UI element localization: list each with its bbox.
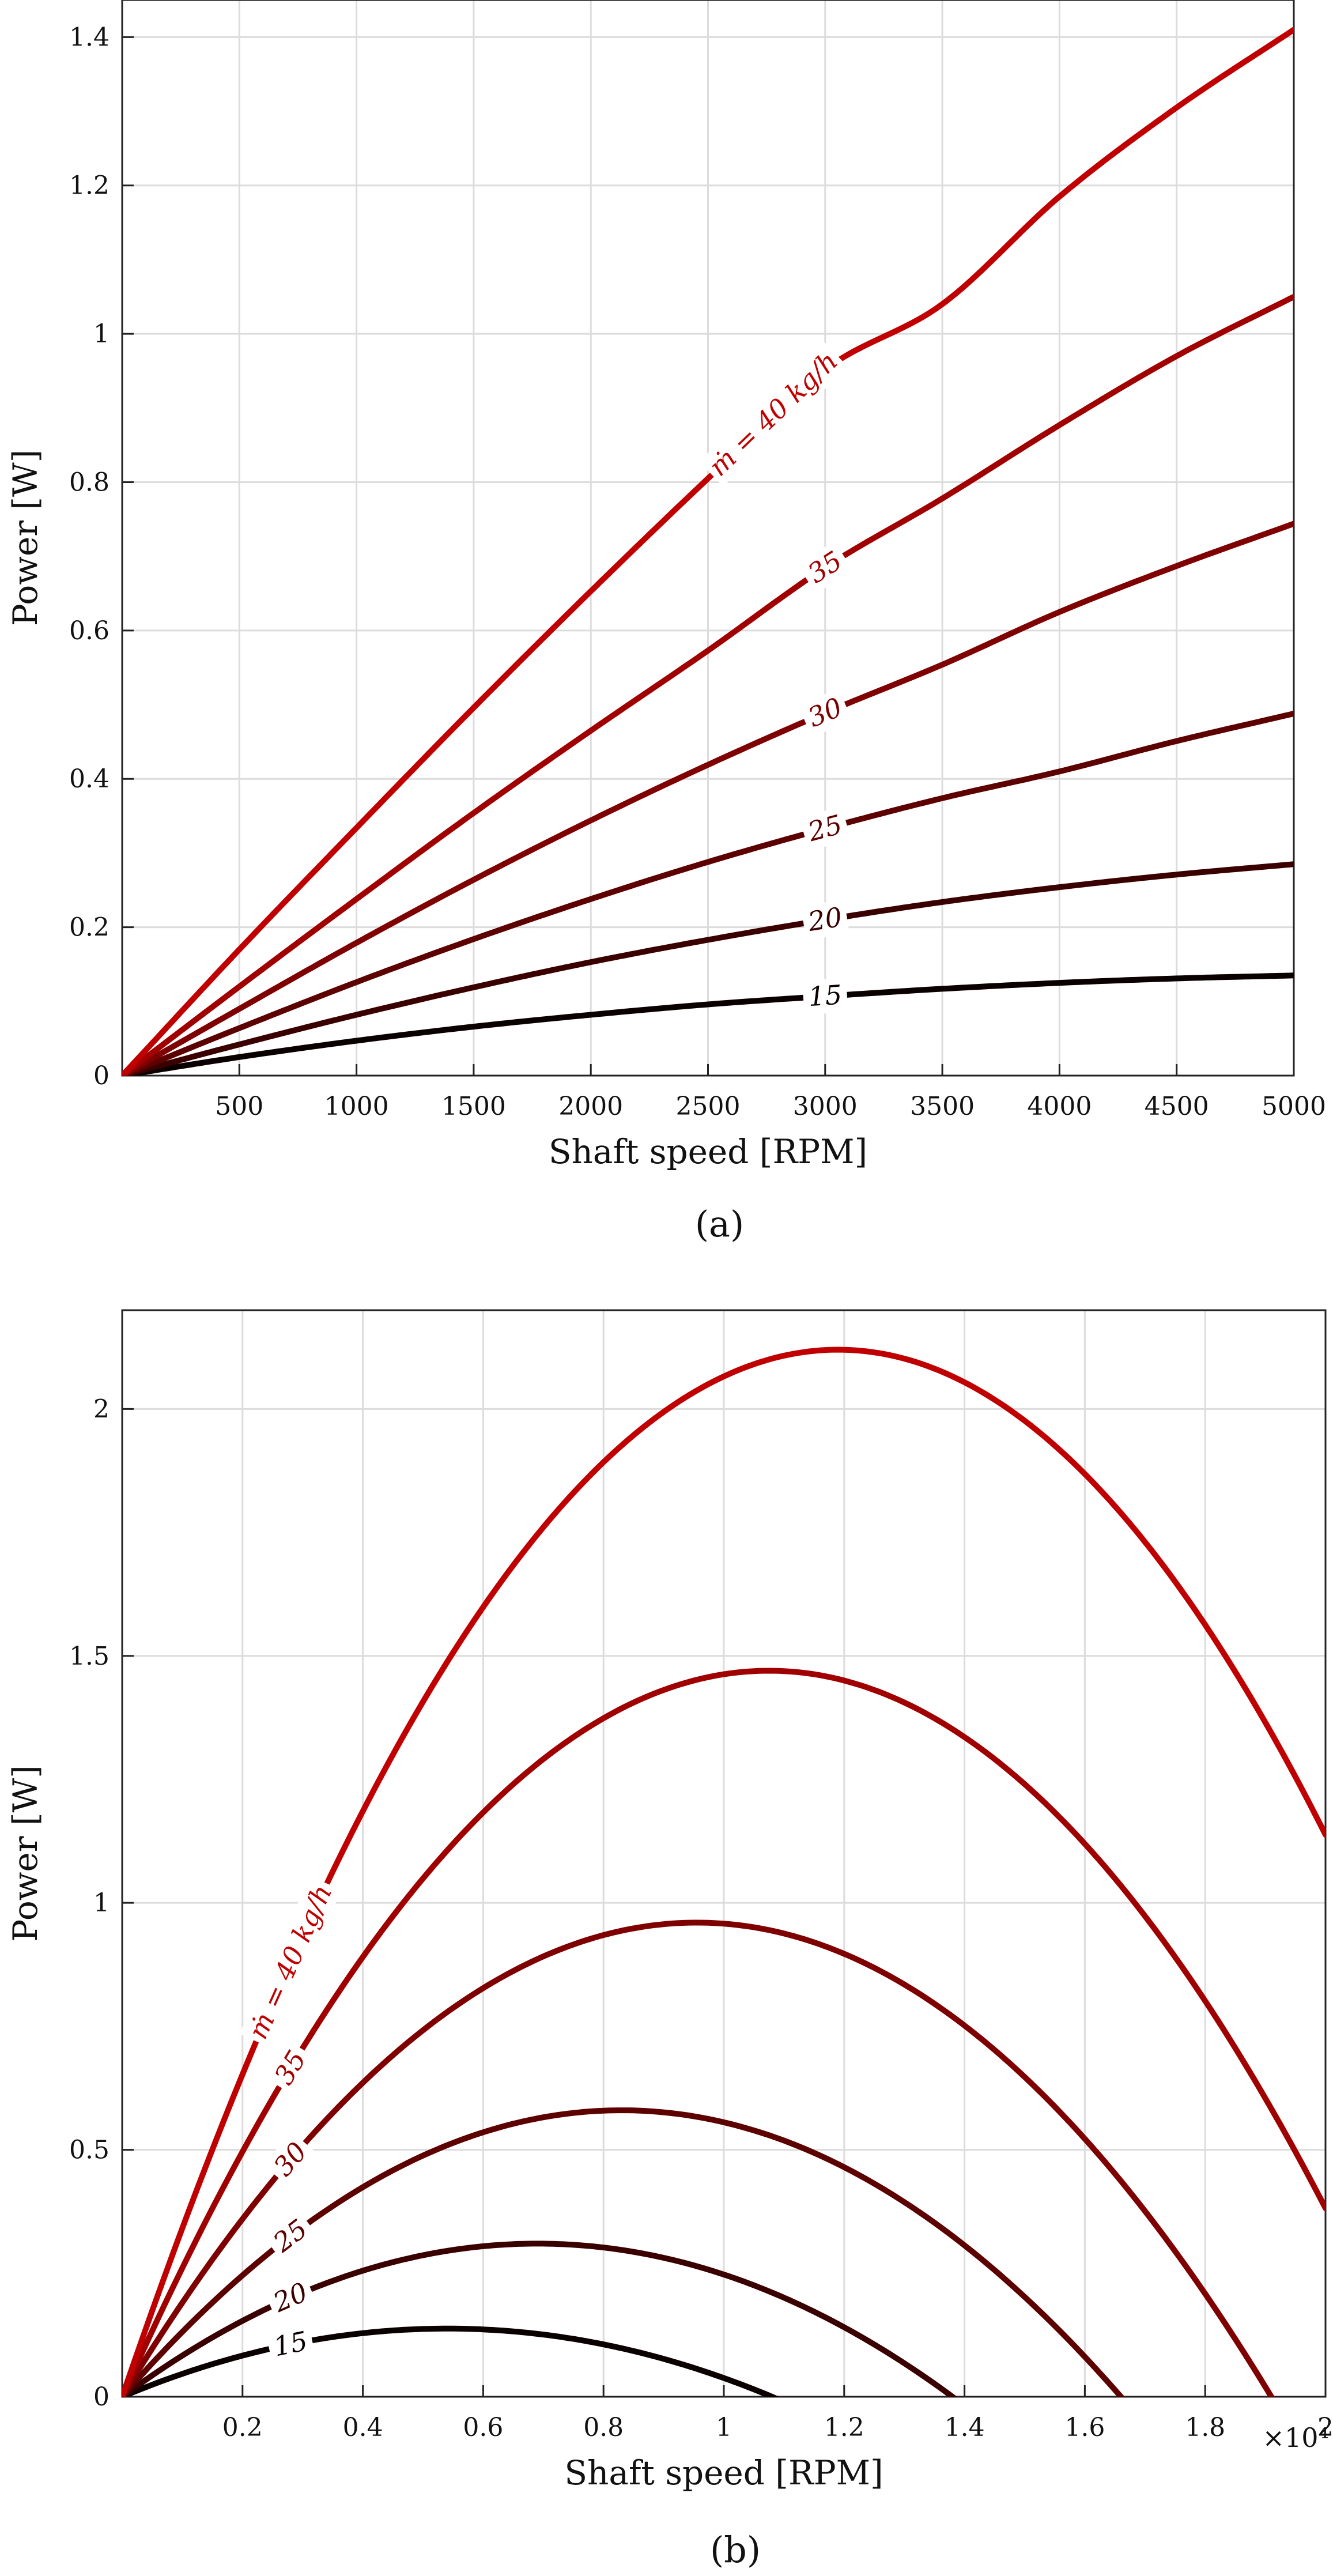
panel-caption: (a) [695, 1203, 744, 1245]
y-tick-label: 1.2 [69, 171, 109, 201]
contour-label-group: 20 [800, 899, 850, 941]
contour-label-bg [263, 2132, 318, 2187]
y-tick-label: 0 [93, 1061, 109, 1091]
y-tick-label: 1.5 [69, 1642, 109, 1671]
panel-caption: (b) [710, 2529, 761, 2571]
contour-label-bg [799, 806, 851, 851]
x-tick-label: 3500 [910, 1092, 975, 1121]
contour-label-bg [262, 2209, 319, 2264]
x-tick-label: 1 [716, 2413, 732, 2442]
y-tick-label: 0 [93, 2382, 109, 2412]
y-tick-label: 0.6 [69, 616, 109, 646]
series-line-20 [122, 2241, 958, 2397]
x-tick-label: 1.2 [824, 2413, 864, 2442]
contour-label-bg [802, 977, 848, 1015]
series-line-m-40-kg-h [122, 27, 1294, 1076]
y-axis-label: Power [W] [6, 450, 45, 627]
series-line-30 [122, 1919, 1275, 2397]
contour-label-group: 30 [798, 688, 852, 738]
x-tick-label: 1.4 [945, 2413, 985, 2442]
series-group [122, 27, 1294, 1076]
x-tick-label: 2500 [676, 1092, 741, 1121]
series-line-15 [122, 2325, 780, 2397]
x-tick-label: 1.6 [1064, 2413, 1105, 2442]
y-tick-label: 0.2 [69, 913, 109, 942]
x-tick-label: 4500 [1145, 1092, 1209, 1121]
x-tick-label: 0.4 [343, 2413, 383, 2442]
x-tick-label: 1000 [324, 1092, 389, 1121]
x-multiplier: ×10⁴ [1262, 2422, 1329, 2453]
y-axis-label: Power [W] [6, 1765, 45, 1942]
contour-label: 15 [271, 2325, 310, 2363]
x-axis-label: Shaft speed [RPM] [549, 1132, 867, 1171]
x-tick-label: 1.8 [1185, 2413, 1225, 2442]
contour-label-group: ṁ = 40 kg/h [239, 1876, 342, 2048]
series-line-20 [122, 861, 1294, 1076]
contour-label: 15 [807, 979, 843, 1012]
contour-label-bg [263, 2273, 318, 2322]
contour-label-bg [798, 688, 852, 738]
chart-panel-b: 0.2 0.4 0.6 0.8 1 1.2 1.4 1.6 1.8 200.511.52Shaft… [6, 1309, 1333, 2571]
y-tick-label: 2 [93, 1394, 109, 1424]
x-tick-label: 1500 [441, 1092, 506, 1121]
series-line-30 [122, 521, 1294, 1076]
x-tick-label: 4000 [1027, 1092, 1092, 1121]
contour-label-group: 35 [264, 2040, 317, 2096]
contour-label-bg [266, 2323, 316, 2366]
y-tick-label: 0.4 [69, 764, 109, 794]
series-line-15 [122, 972, 1294, 1076]
y-tick-label: 1.4 [69, 22, 109, 52]
series-line-25 [122, 2107, 1125, 2397]
y-tick-label: 0.8 [69, 467, 109, 497]
y-tick-label: 1 [93, 319, 109, 349]
contour-label-bg [699, 342, 848, 486]
contour-label-bg [264, 2040, 317, 2096]
x-tick-label: 0.8 [583, 2413, 624, 2442]
x-tick-label: 5000 [1262, 1092, 1326, 1121]
x-tick-label: 0.2 [222, 2413, 263, 2442]
contour-label-group: 15 [802, 977, 848, 1015]
x-tick-label: 0.6 [463, 2413, 503, 2442]
x-tick-label: 2000 [558, 1092, 623, 1121]
contour-label-group: 25 [799, 806, 851, 851]
y-tick-label: 0.5 [69, 2136, 109, 2165]
contour-label-bg [239, 1876, 342, 2048]
x-tick-label: 3000 [793, 1092, 858, 1121]
contour-label: 20 [805, 901, 844, 937]
series-line-35 [122, 1668, 1326, 2397]
x-tick-label: 2 [1317, 2413, 1333, 2442]
contour-label-bg [797, 541, 854, 594]
series-line-35 [122, 293, 1294, 1076]
x-tick-label: 500 [215, 1092, 263, 1121]
grid [122, 0, 1295, 1077]
chart-panel-a: 500 1000 1500 2000 2500 3000 3500 4000 4500 5000 0… [6, 0, 1326, 1245]
series-line-25 [122, 711, 1294, 1076]
contour-label-bg [800, 899, 850, 941]
y-tick-label: 1 [93, 1888, 109, 1918]
contour-label-group: 35 [797, 541, 854, 594]
x-axis-label: Shaft speed [RPM] [564, 2453, 883, 2492]
contour-label-group: 20 [263, 2273, 318, 2322]
contour-label-group: 15 [266, 2323, 316, 2366]
contour-label: ṁ = 40 kg/h [703, 345, 844, 482]
